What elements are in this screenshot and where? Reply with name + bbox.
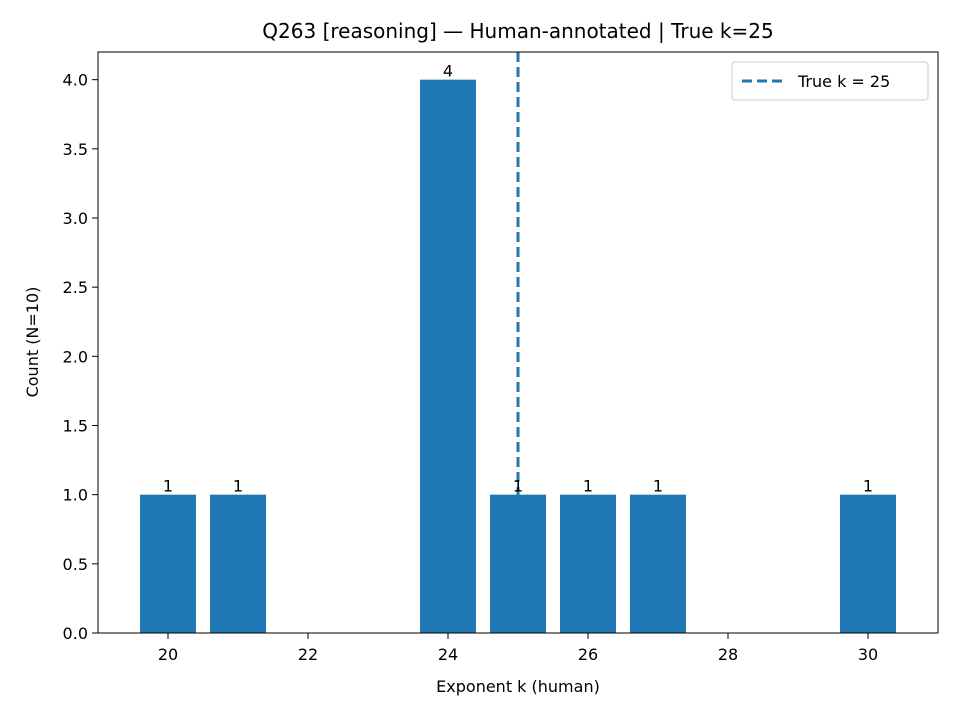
y-tick-label-2.5: 2.5 xyxy=(63,278,88,297)
bar-value-label-k-30: 1 xyxy=(863,477,873,496)
bar-value-label-k-21: 1 xyxy=(233,477,243,496)
y-tick-label-0.5: 0.5 xyxy=(63,555,88,574)
y-tick-label-0: 0.0 xyxy=(63,624,88,643)
x-tick-label-22: 22 xyxy=(298,645,318,664)
bar-k-21 xyxy=(210,494,266,633)
bar-value-label-k-20: 1 xyxy=(163,477,173,496)
plot-area: 1 1 4 1 1 1 1 20 22 24 26 28 30 0.0 0.5 1.0 1.5 2.0 2.5 3.0… xyxy=(63,51,939,664)
bar-value-label-k-25: 1 xyxy=(513,477,523,496)
x-tick-label-26: 26 xyxy=(578,645,598,664)
y-tick-label-3.5: 3.5 xyxy=(63,140,88,159)
bar-k-20 xyxy=(140,494,196,633)
bar-value-label-k-27: 1 xyxy=(653,477,663,496)
y-tick-label-1: 1.0 xyxy=(63,486,88,505)
y-tick-label-1.5: 1.5 xyxy=(63,417,88,436)
x-tick-label-30: 30 xyxy=(858,645,878,664)
bar-k-24 xyxy=(420,79,476,633)
x-axis-label: Exponent k (human) xyxy=(436,677,600,696)
legend: True k = 25 xyxy=(731,61,929,101)
bar-k-27 xyxy=(630,494,686,633)
x-tick-label-24: 24 xyxy=(438,645,458,664)
axes-frame xyxy=(97,51,939,634)
bar-value-label-k-26: 1 xyxy=(583,477,593,496)
bar-value-label-k-24: 4 xyxy=(443,62,453,81)
legend-entry-true-k: True k = 25 xyxy=(797,72,890,91)
y-tick-label-2: 2.0 xyxy=(63,347,88,366)
legend-box xyxy=(731,61,929,101)
y-tick-label-4: 4.0 xyxy=(63,71,88,90)
x-tick-label-20: 20 xyxy=(158,645,178,664)
x-tick-label-28: 28 xyxy=(718,645,738,664)
y-axis-label: Count (N=10) xyxy=(23,287,42,398)
y-tick-label-3: 3.0 xyxy=(63,209,88,228)
bar-k-30 xyxy=(840,494,896,633)
chart-title: Q263 [reasoning] — Human-annotated | Tru… xyxy=(262,19,773,43)
bar-k-26 xyxy=(560,494,616,633)
